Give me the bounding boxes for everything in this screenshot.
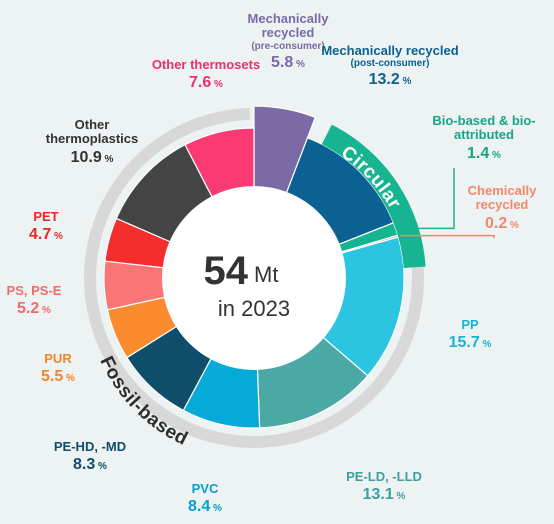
label-ps: PS, PS-E 5.2 % <box>0 283 74 318</box>
label-value: 15.7 % <box>440 334 500 352</box>
label-percent: % <box>293 58 305 70</box>
label-name: PP <box>461 317 479 332</box>
label-percent: % <box>63 373 75 385</box>
label-pur: PUR 5.5 % <box>28 351 88 386</box>
label-value: 5.5 % <box>28 368 88 386</box>
label-name: PUR <box>44 351 72 366</box>
label-name: Other thermosets <box>151 57 261 72</box>
label-pvc: PVC 8.4 % <box>175 481 235 516</box>
label-percent: % <box>95 461 107 473</box>
label-number: 5.5 <box>41 368 64 386</box>
label-value: 8.3 % <box>40 456 140 474</box>
label-other-ts: Other thermosets 7.6 % <box>151 57 261 92</box>
label-bio: Bio-based & bio-attributed 1.4 % <box>414 113 554 163</box>
label-percent: % <box>39 305 51 317</box>
label-percent: % <box>211 79 223 91</box>
label-value: 10.9 % <box>27 149 157 167</box>
label-value: 13.1 % <box>324 486 444 504</box>
label-value: 13.2 % <box>320 71 460 89</box>
label-number: 5.2 <box>17 300 40 318</box>
label-percent: % <box>399 76 412 88</box>
label-value: 8.4 % <box>175 498 235 516</box>
label-number: 13.2 <box>368 71 400 89</box>
label-number: 1.4 <box>467 144 490 162</box>
label-number: 8.4 <box>188 498 211 516</box>
label-percent: % <box>479 339 492 351</box>
label-name: Mechanically recycled <box>321 43 459 58</box>
label-value: 7.6 % <box>151 74 261 92</box>
label-number: 5.8 <box>271 53 294 71</box>
label-percent: % <box>489 149 501 161</box>
leader-chem <box>399 234 495 238</box>
label-name: Bio-based & bio-attributed <box>432 113 536 143</box>
donut-hole <box>162 186 346 370</box>
label-name: PE-LD, -LLD <box>346 469 422 484</box>
label-number: 15.7 <box>448 334 480 352</box>
label-percent: % <box>210 503 222 515</box>
label-value: 5.2 % <box>0 300 74 318</box>
label-name: PET <box>33 209 59 224</box>
center-total: 54 Mt in 2023 <box>204 249 291 321</box>
label-number: 8.3 <box>73 456 96 474</box>
label-name: PVC <box>191 481 219 496</box>
label-mech-post: Mechanically recycled (post-consumer) 13.2… <box>320 43 460 89</box>
label-value: 5.8 % <box>223 54 353 72</box>
leader-bio <box>397 168 455 230</box>
label-number: 0.2 <box>485 214 508 232</box>
label-name: Chemically recycled <box>467 183 537 213</box>
leader-line-layer <box>397 168 495 238</box>
label-sub: (pre-consumer) <box>251 40 325 52</box>
label-percent: % <box>51 231 63 243</box>
label-chem: Chemically recycled 0.2 % <box>447 183 554 233</box>
label-value: 4.7 % <box>16 226 76 244</box>
group-band-layer <box>321 124 426 268</box>
label-pe-hd: PE-HD, -MD 8.3 % <box>40 439 140 474</box>
center-caption: in 2023 <box>218 296 290 321</box>
label-name: Mechanically recycled <box>247 11 329 41</box>
label-other-tp: Other thermoplastics 10.9 % <box>27 117 157 167</box>
label-name: PE-HD, -MD <box>53 439 127 454</box>
label-percent: % <box>101 153 114 165</box>
label-value: 0.2 % <box>447 215 554 233</box>
label-mech-pre: Mechanically recycled (pre-consumer) 5.8 % <box>223 11 353 72</box>
center-unit: Mt <box>254 262 278 287</box>
label-sub: (post-consumer) <box>350 58 430 70</box>
label-pet: PET 4.7 % <box>16 209 76 244</box>
label-value: 1.4 % <box>414 145 554 163</box>
label-percent: % <box>393 491 406 503</box>
circular-group-band <box>321 124 426 268</box>
label-number: 13.1 <box>362 486 394 504</box>
label-percent: % <box>507 219 519 231</box>
label-pp: PP 15.7 % <box>440 317 500 352</box>
label-number: 10.9 <box>70 148 102 166</box>
label-pe-ld: PE-LD, -LLD 13.1 % <box>324 469 444 504</box>
label-name: PS, PS-E <box>6 283 62 298</box>
label-name: Other thermoplastics <box>45 117 139 147</box>
center-value: 54 <box>204 249 249 293</box>
label-number: 4.7 <box>29 226 52 244</box>
label-number: 7.6 <box>189 74 212 92</box>
